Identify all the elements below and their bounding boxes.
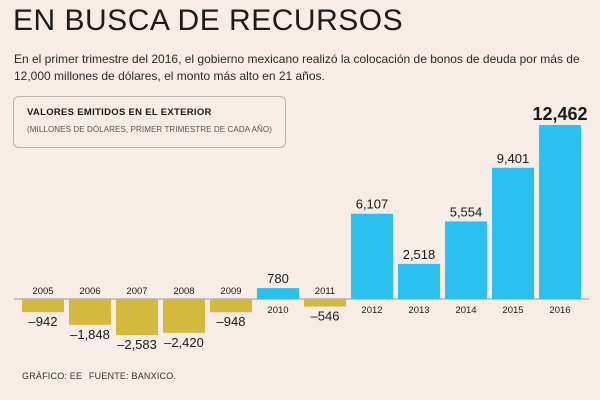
bar-2006 bbox=[69, 299, 111, 325]
x-tick-2006: 2006 bbox=[79, 286, 100, 297]
data-source: FUENTE: BANXICO. bbox=[88, 371, 177, 381]
bar-2012 bbox=[351, 213, 393, 299]
bar-2016 bbox=[539, 125, 581, 299]
x-tick-2010: 2010 bbox=[267, 305, 288, 316]
x-tick-2009: 2009 bbox=[220, 286, 241, 297]
bar-2013 bbox=[398, 263, 440, 299]
x-tick-2016: 2016 bbox=[549, 305, 570, 316]
value-label-2011: –546 bbox=[311, 309, 340, 324]
graphic-credit: GRÁFICO: EE bbox=[22, 371, 83, 381]
value-label-2012: 6,107 bbox=[356, 197, 389, 212]
bar-2011 bbox=[304, 299, 346, 307]
bar-2010 bbox=[257, 288, 299, 299]
bar-2008 bbox=[163, 299, 205, 333]
x-tick-2007: 2007 bbox=[126, 286, 147, 297]
chart-title: EN BUSCA DE RECURSOS bbox=[13, 4, 404, 37]
legend-box: VALORES EMITIDOS EN EL EXTERIOR (MILLONE… bbox=[13, 96, 286, 148]
bar-2005 bbox=[22, 299, 64, 313]
value-label-2013: 2,518 bbox=[403, 247, 436, 262]
chart-subtitle: En el primer trimestre del 2016, el gobi… bbox=[14, 52, 580, 83]
value-label-2007: –2,583 bbox=[117, 337, 157, 352]
bar-2015 bbox=[492, 167, 534, 299]
x-tick-2015: 2015 bbox=[502, 305, 523, 316]
bar-2007 bbox=[116, 299, 158, 336]
source-note: GRÁFICO: EE FUENTE: BANXICO. bbox=[22, 371, 176, 381]
bar-2014 bbox=[445, 221, 487, 299]
x-tick-2014: 2014 bbox=[455, 305, 476, 316]
value-label-2014: 5,554 bbox=[450, 204, 483, 219]
x-tick-2012: 2012 bbox=[361, 305, 382, 316]
x-tick-2008: 2008 bbox=[173, 286, 194, 297]
value-label-2010: 780 bbox=[267, 271, 289, 286]
value-label-2009: –948 bbox=[217, 314, 246, 329]
x-tick-2011: 2011 bbox=[315, 286, 335, 297]
value-label-2006: –1,848 bbox=[70, 327, 110, 342]
value-label-2008: –2,420 bbox=[164, 335, 204, 350]
legend-subtitle: (MILLONES DE DÓLARES, PRIMER TRIMESTRE D… bbox=[27, 125, 272, 134]
x-tick-2005: 2005 bbox=[32, 286, 53, 297]
value-label-2016: 12,462 bbox=[532, 104, 587, 124]
value-label-2015: 9,401 bbox=[497, 151, 530, 166]
legend-title: VALORES EMITIDOS EN EL EXTERIOR bbox=[27, 107, 212, 118]
x-tick-2013: 2013 bbox=[408, 305, 429, 316]
value-label-2005: –942 bbox=[29, 314, 58, 329]
bar-2009 bbox=[210, 299, 252, 313]
